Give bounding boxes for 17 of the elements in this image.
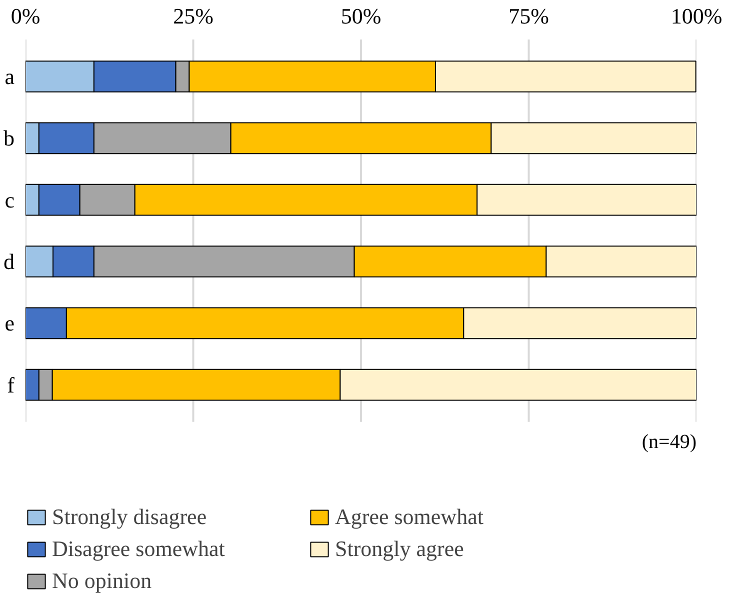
y-tick-label: e [4,310,14,336]
x-tick-label: 0% [10,4,40,28]
x-tick-label: 100% [670,4,722,28]
legend-label: Disagree somewhat [52,536,226,562]
y-tick-label: b [4,126,14,151]
x-tick-label: 50% [340,4,382,28]
y-tick-label: c [4,187,15,212]
text: (n=49) [642,431,697,454]
y-tick-label: f [7,372,16,398]
y-tick-label: a [4,64,15,89]
legend-label: Strongly disagree [52,504,208,530]
legend-label: Strongly agree [335,536,465,562]
y-tick-label: d [4,249,14,274]
legend-label: No opinion [52,568,153,594]
legend-label: Agree somewhat [335,504,484,530]
x-tick-label: 25% [173,4,214,28]
x-tick-label: 75% [508,4,549,28]
